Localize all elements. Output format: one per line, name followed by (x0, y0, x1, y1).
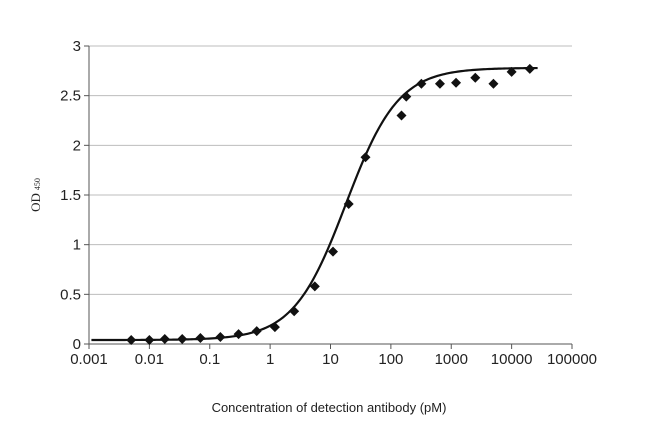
data-point-diamond (343, 198, 354, 209)
y-tick-label: 0 (73, 336, 81, 353)
data-point-diamond (269, 322, 280, 333)
y-axis-title-main: OD (28, 193, 43, 212)
data-point-diamond (416, 78, 427, 89)
y-tick-label: 3 (73, 38, 81, 55)
data-point-diamond (396, 110, 407, 121)
x-tick-label: 10 (322, 351, 339, 368)
data-point-diamond (251, 326, 262, 337)
y-tick-label: 0.5 (60, 286, 81, 303)
x-tick-label: 100000 (547, 351, 597, 368)
data-point-diamond (215, 332, 226, 343)
data-point-diamond (177, 334, 188, 345)
data-point-diamond (470, 72, 481, 83)
data-point-diamond (195, 333, 206, 344)
y-axis: 0 0.5 1 1.5 2 2.5 3 (60, 38, 90, 353)
data-point-diamond (360, 152, 371, 163)
y-tick-label: 2.5 (60, 88, 81, 105)
data-points (126, 63, 535, 346)
y-tick-label: 2 (73, 137, 81, 154)
data-point-diamond (144, 335, 155, 346)
data-point-diamond (524, 63, 535, 74)
x-tick-label: 1000 (435, 351, 468, 368)
x-axis-title: Concentration of detection antibody (pM) (212, 400, 447, 415)
y-tick-label: 1.5 (60, 187, 81, 204)
data-point-diamond (309, 281, 320, 292)
y-gridlines (89, 45, 572, 295)
x-tick-label: 10000 (491, 351, 533, 368)
x-tick-label: 100 (378, 351, 403, 368)
x-tick-label: 0.01 (135, 351, 164, 368)
data-point-diamond (159, 334, 170, 345)
data-point-diamond (488, 78, 499, 89)
fit-curve (91, 66, 538, 342)
x-tick-label: 1 (266, 351, 274, 368)
data-point-diamond (451, 77, 462, 88)
y-axis-title-subscript: 450 (33, 178, 42, 190)
y-tick-label: 1 (73, 237, 81, 254)
data-point-diamond (327, 246, 338, 257)
y-axis-title: OD 450 (28, 178, 43, 212)
data-point-diamond (126, 335, 137, 346)
x-tick-label: 0.001 (70, 351, 108, 368)
data-point-diamond (434, 78, 445, 89)
data-point-diamond (289, 306, 300, 317)
x-tick-label: 0.1 (199, 351, 220, 368)
data-point-diamond (506, 66, 517, 77)
data-point-diamond (401, 91, 412, 102)
x-axis: 0.001 0.01 0.1 1 10 100 1000 10000 100000 (70, 343, 597, 368)
data-point-diamond (233, 329, 244, 340)
